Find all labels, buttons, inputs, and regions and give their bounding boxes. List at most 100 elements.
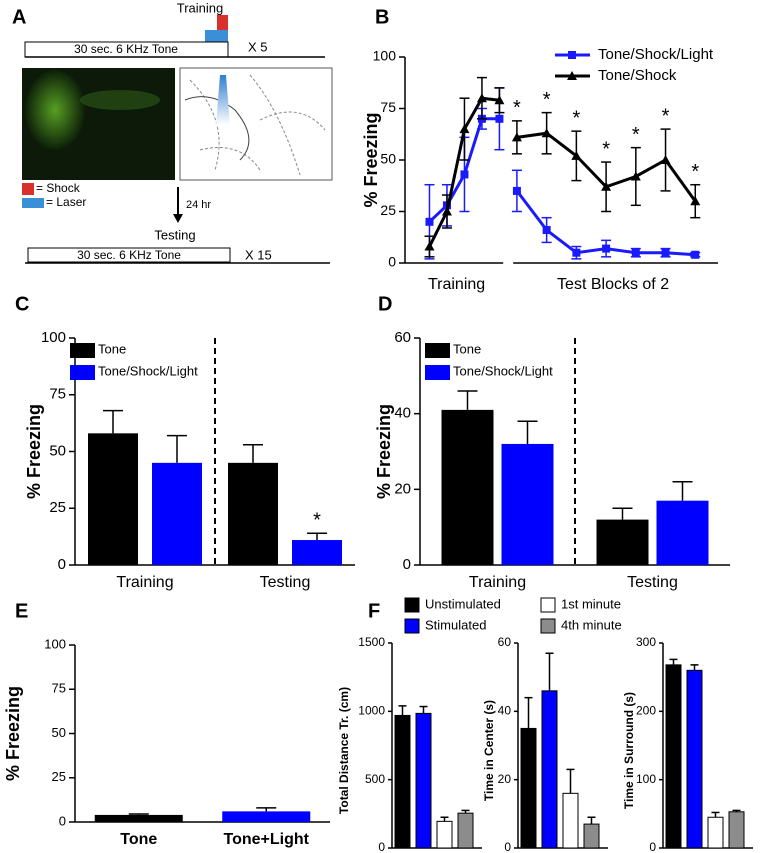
- shock-key: [22, 183, 34, 195]
- point: [602, 244, 611, 253]
- legend-swatch: [70, 365, 95, 380]
- schematic: [179, 67, 333, 181]
- point: [424, 241, 435, 251]
- bar: [686, 669, 703, 849]
- y-tick-label: 1000: [358, 704, 385, 718]
- bar: [665, 664, 682, 849]
- significance: *: [691, 161, 699, 183]
- bar: [228, 462, 278, 565]
- significance: *: [602, 138, 610, 160]
- arrow-head: [173, 214, 183, 223]
- y-tick-label: 0: [388, 254, 396, 270]
- significance: *: [572, 107, 580, 129]
- bar: [152, 462, 202, 565]
- repetitions: X 5: [248, 39, 268, 54]
- legend-swatch: [425, 343, 450, 358]
- panel-letter: A: [12, 6, 26, 28]
- y-tick-label: 200: [636, 704, 656, 718]
- brain-outline: [189, 74, 326, 176]
- bar: [501, 443, 554, 565]
- x-tick-label: Testing: [627, 574, 678, 591]
- laser-marker: [205, 30, 228, 42]
- point: [495, 114, 504, 123]
- significance: *: [632, 124, 640, 146]
- point: [512, 186, 521, 195]
- panel-letter: B: [375, 6, 389, 28]
- point: [601, 181, 612, 191]
- shock-marker: [217, 15, 228, 30]
- y-tick-label: 0: [378, 840, 385, 853]
- y-axis-label: % Freezing: [374, 404, 394, 499]
- bar: [394, 714, 411, 849]
- legend-marker: [567, 71, 577, 80]
- shock-key-label: = Shock: [36, 181, 81, 195]
- y-axis-label: Time in Surround (s): [622, 692, 636, 809]
- tone-label: 30 sec. 6 KHz Tone: [74, 42, 178, 56]
- point: [631, 248, 640, 257]
- significance: *: [662, 105, 670, 127]
- significance: *: [543, 89, 551, 111]
- bar: [596, 519, 649, 565]
- point: [571, 150, 582, 160]
- y-axis-label: Total Distance Tr. (cm): [337, 687, 351, 814]
- y-tick-label: 300: [636, 635, 656, 649]
- legend-label: Unstimulated: [425, 596, 501, 611]
- legend-swatch: [425, 365, 450, 380]
- point: [691, 250, 700, 259]
- panel-letter: C: [15, 293, 29, 315]
- y-tick-label: 60: [498, 635, 512, 649]
- y-tick-label: 100: [373, 48, 397, 64]
- significance: *: [513, 97, 521, 119]
- y-tick-label: 25: [52, 769, 66, 784]
- point: [476, 93, 487, 103]
- y-tick-label: 0: [504, 840, 511, 853]
- y-tick-label: 500: [365, 772, 385, 786]
- legend-label: Stimulated: [425, 617, 486, 632]
- x-tick-label: Tone+Light: [224, 831, 310, 848]
- bar: [562, 792, 579, 849]
- significance: *: [313, 510, 321, 532]
- y-tick-label: 75: [380, 99, 396, 115]
- bar: [94, 814, 183, 822]
- panel-letter: E: [15, 600, 28, 622]
- point: [690, 196, 701, 206]
- point: [660, 155, 671, 164]
- point: [460, 170, 469, 179]
- legend-label: Tone/Shock/Light: [598, 46, 714, 63]
- y-tick-label: 1500: [358, 635, 385, 649]
- point: [511, 132, 522, 142]
- y-tick-label: 40: [394, 405, 411, 422]
- y-tick-label: 0: [58, 556, 66, 573]
- point: [425, 217, 434, 226]
- panel-a: A Training 30 sec. 6 KHz Tone X 5 = Shoc…: [12, 0, 333, 264]
- light-cone: [216, 75, 230, 125]
- repetitions: X 15: [245, 247, 272, 262]
- training-label: Training: [177, 0, 223, 15]
- y-tick-label: 0: [649, 840, 656, 853]
- legend-label: Tone/Shock/Light: [98, 363, 198, 378]
- brain-outline: [184, 96, 250, 161]
- laser-key: [22, 198, 44, 208]
- y-tick-label: 20: [498, 772, 512, 786]
- y-tick-label: 100: [44, 636, 66, 651]
- y-tick-label: 0: [403, 556, 411, 573]
- y-tick-label: 0: [59, 813, 66, 828]
- y-axis-label: Time in Center (s): [482, 700, 496, 801]
- y-tick-label: 75: [49, 386, 66, 403]
- series-line: [428, 96, 697, 248]
- delay-label: 24 hr: [186, 199, 211, 211]
- legend-swatch: [404, 618, 420, 634]
- y-tick-label: 75: [52, 681, 66, 696]
- testing-label: Testing: [154, 227, 195, 242]
- x-group-label: Test Blocks of 2: [557, 276, 669, 293]
- y-axis-label: % Freezing: [3, 686, 23, 781]
- bar: [441, 409, 494, 565]
- legend-swatch: [540, 618, 556, 634]
- x-tick-label: Tone: [120, 831, 157, 848]
- y-tick-label: 100: [636, 772, 656, 786]
- y-tick-label: 50: [49, 442, 66, 459]
- point: [541, 128, 552, 138]
- point: [441, 206, 452, 216]
- point: [630, 171, 641, 181]
